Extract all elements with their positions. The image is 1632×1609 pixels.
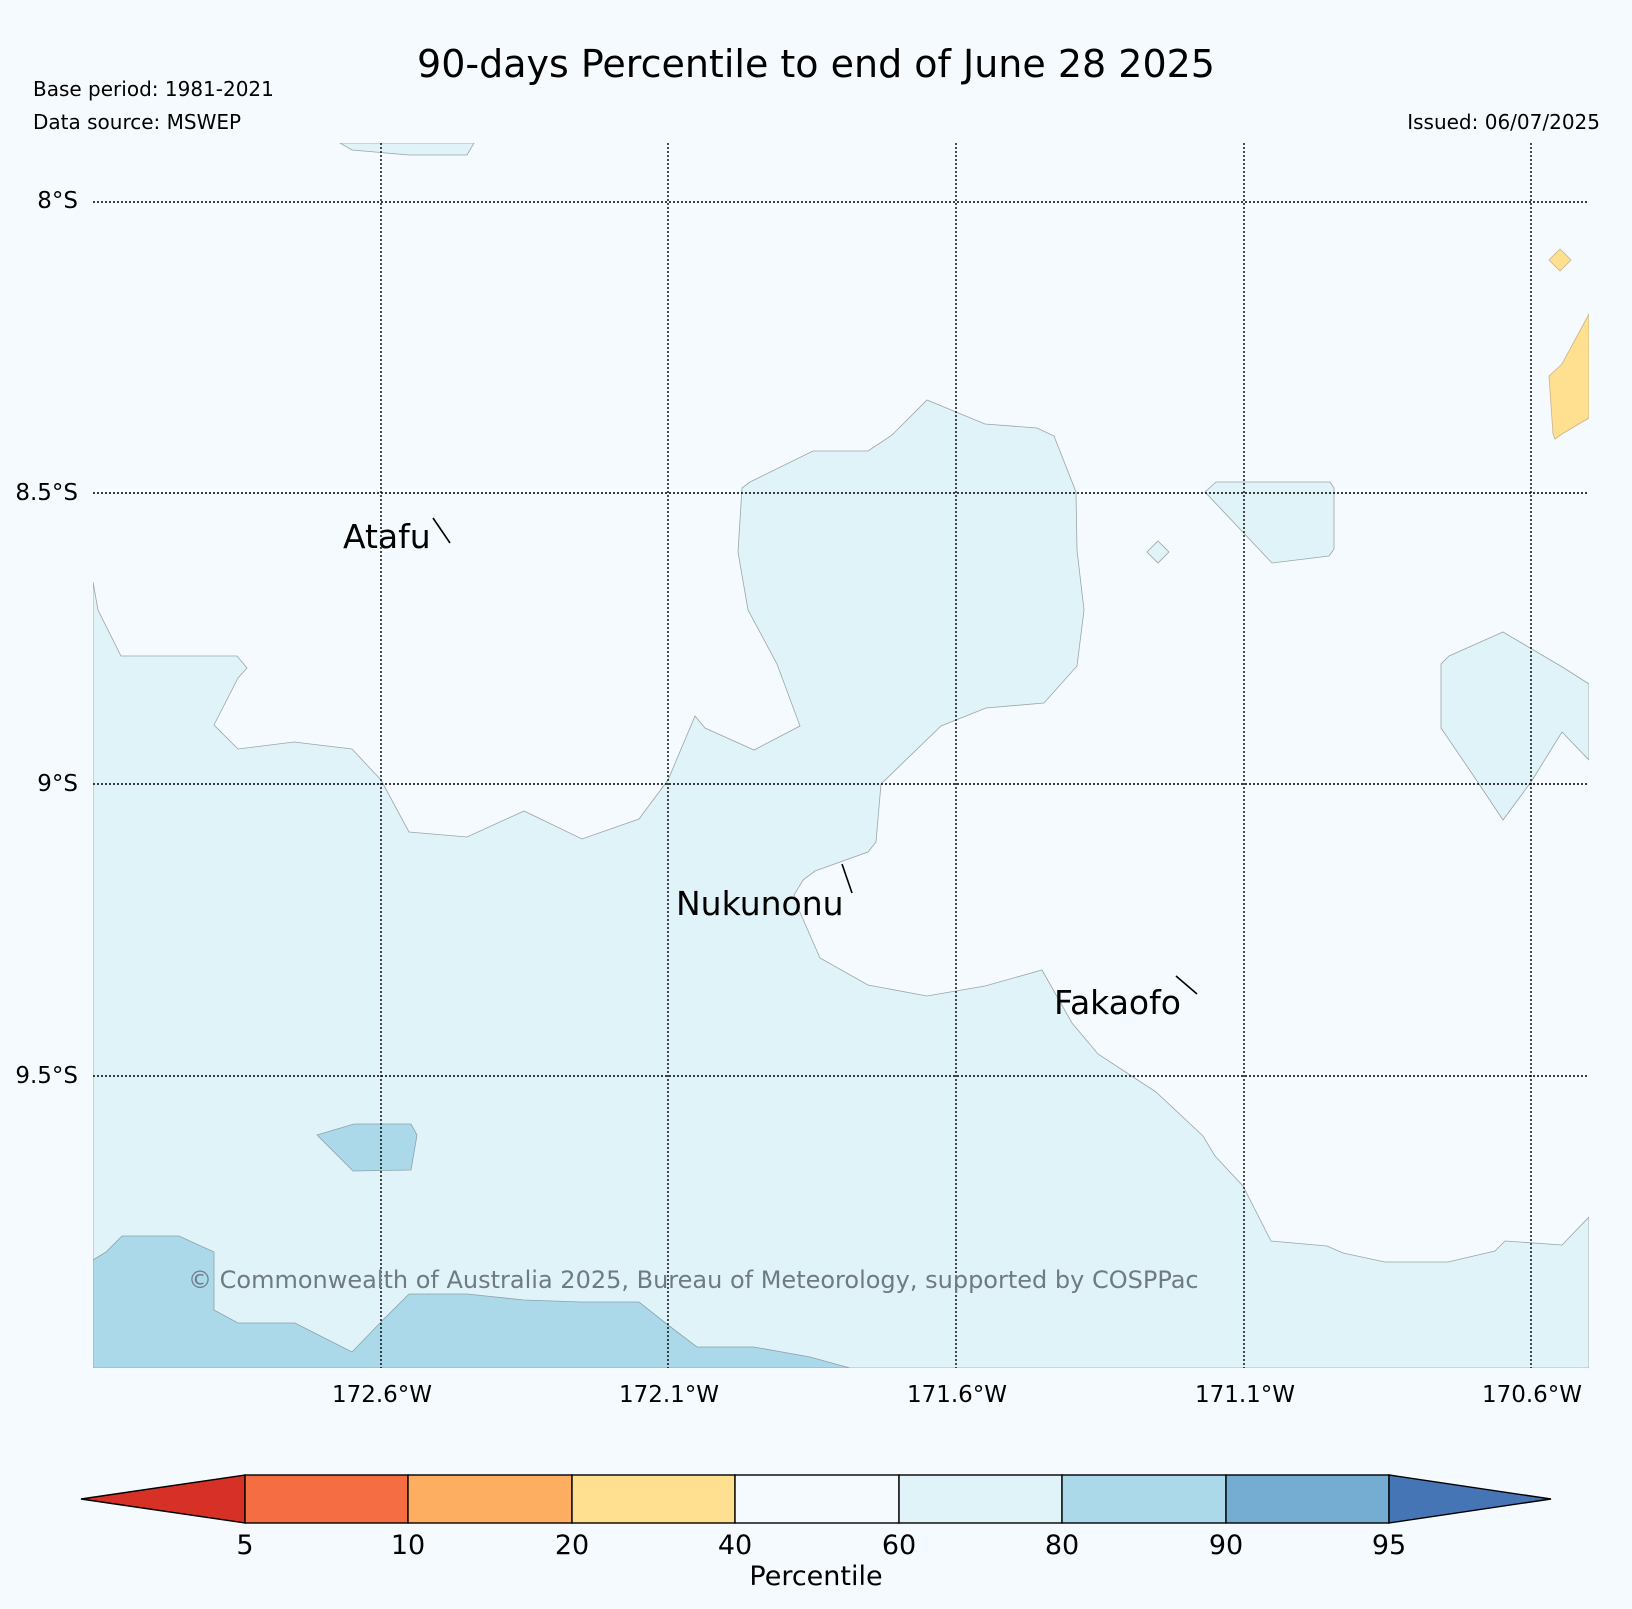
colorbar-tick: 40 [718,1530,752,1561]
colorbar-tick: 80 [1045,1530,1079,1561]
colorbar-extend-low [80,1474,246,1524]
place-label-atafu: Atafu [343,517,431,556]
colorbar-bin-5-10 [244,1474,409,1524]
region-80-90-small [316,1123,418,1172]
lat-label: 9°S [37,771,78,797]
region-20-40-small [1548,248,1572,272]
fakaofo-marker [1175,975,1198,995]
map-title: 90-days Percentile to end of June 28 202… [417,42,1215,86]
nukunonu-marker [841,863,853,894]
colorbar-bin-20-40 [571,1474,736,1524]
colorbar-extend-high [1388,1474,1552,1524]
issued-date: Issued: 06/07/2025 [1407,110,1600,134]
colorbar-tick: 10 [391,1530,425,1561]
region-80-90-south [93,1235,851,1368]
lat-label: 8.5°S [15,480,78,506]
place-markers [432,517,1198,995]
colorbar-tick: 95 [1372,1530,1406,1561]
data-source: Data source: MSWEP [33,110,242,134]
lon-label: 172.1°W [619,1382,719,1408]
colorbar-bin-60-80 [898,1474,1063,1524]
gridlines [93,143,1589,1368]
lon-label: 171.6°W [907,1382,1007,1408]
lon-label: 170.6°W [1482,1382,1582,1408]
map-area [93,143,1589,1368]
place-label-nukunonu: Nukunonu [676,884,844,923]
colorbar-tick: 60 [882,1530,916,1561]
base-period: Base period: 1981-2021 [33,77,274,101]
colorbar-tick: 90 [1209,1530,1243,1561]
colorbar-bin-10-20 [407,1474,573,1524]
colorbar-label: Percentile [749,1561,882,1592]
place-label-fakaofo: Fakaofo [1054,983,1181,1022]
colorbar-bin-90-95 [1225,1474,1390,1524]
region-60-80-main [93,399,1589,1368]
colorbar [80,1474,1552,1524]
colorbar-tick: 5 [236,1530,253,1561]
copyright-notice: © Commonwealth of Australia 2025, Bureau… [188,1266,1199,1294]
lat-label: 8°S [37,188,78,214]
colorbar-tick: 20 [555,1530,589,1561]
region-60-80-east [1440,631,1589,821]
region-60-80-northeast [1204,481,1335,564]
lon-label: 172.6°W [332,1382,432,1408]
lon-label: 171.1°W [1195,1382,1295,1408]
colorbar-bin-80-90 [1061,1474,1227,1524]
atafu-marker [432,517,451,544]
region-20-40-east [1548,313,1589,440]
region-60-80-small-diamond [1146,540,1170,564]
colorbar-bin-40-60 [734,1474,900,1524]
region-60-80-north-top [339,143,475,156]
lat-label: 9.5°S [15,1063,78,1089]
